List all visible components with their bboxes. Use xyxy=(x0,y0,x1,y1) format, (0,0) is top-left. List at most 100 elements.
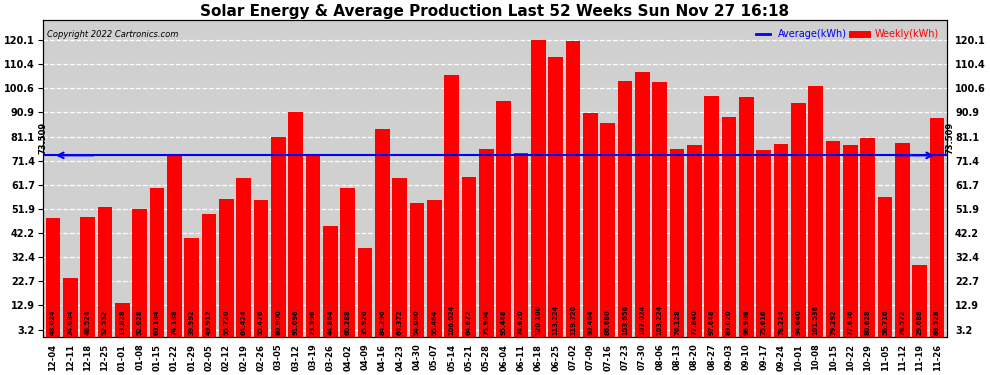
Text: 64.372: 64.372 xyxy=(397,309,403,335)
Bar xyxy=(895,143,910,338)
Bar xyxy=(635,72,649,338)
Legend: Average(kWh), Weekly(kWh): Average(kWh), Weekly(kWh) xyxy=(752,25,942,43)
Text: 96.908: 96.908 xyxy=(743,309,749,335)
Text: 101.536: 101.536 xyxy=(813,305,819,335)
Text: 107.024: 107.024 xyxy=(640,305,645,335)
Text: 73.509: 73.509 xyxy=(945,122,954,154)
Bar xyxy=(773,144,788,338)
Text: 60.288: 60.288 xyxy=(345,309,350,335)
Bar xyxy=(878,197,892,338)
Bar xyxy=(565,41,580,338)
Text: 13.828: 13.828 xyxy=(120,309,126,335)
Bar xyxy=(514,153,529,338)
Text: 95.448: 95.448 xyxy=(501,309,507,335)
Text: 113.224: 113.224 xyxy=(552,305,558,335)
Bar xyxy=(271,137,286,338)
Bar xyxy=(133,209,147,338)
Bar xyxy=(652,82,667,338)
Text: 78.224: 78.224 xyxy=(778,309,784,335)
Text: 79.292: 79.292 xyxy=(830,309,836,335)
Bar xyxy=(46,219,60,338)
Bar xyxy=(219,200,234,338)
Bar xyxy=(860,138,875,338)
Text: 77.840: 77.840 xyxy=(691,309,697,335)
Text: 73.596: 73.596 xyxy=(310,309,316,335)
Bar xyxy=(445,75,459,338)
Text: 106.024: 106.024 xyxy=(448,305,454,335)
Bar xyxy=(479,149,494,338)
Text: 89.020: 89.020 xyxy=(726,309,732,335)
Bar xyxy=(618,81,633,338)
Bar xyxy=(341,188,355,338)
Bar xyxy=(930,118,944,338)
Bar xyxy=(739,98,753,338)
Text: 48.524: 48.524 xyxy=(84,309,91,335)
Bar xyxy=(253,200,268,338)
Bar xyxy=(202,214,217,338)
Text: 54.080: 54.080 xyxy=(414,309,420,335)
Text: 80.628: 80.628 xyxy=(864,309,870,335)
Text: 64.424: 64.424 xyxy=(241,309,247,335)
Text: 44.864: 44.864 xyxy=(328,309,334,335)
Text: 35.920: 35.920 xyxy=(362,309,368,335)
Bar xyxy=(149,188,164,338)
Text: 74.188: 74.188 xyxy=(171,309,177,335)
Bar xyxy=(167,154,182,338)
Bar xyxy=(98,207,112,338)
Bar xyxy=(461,177,476,338)
Text: 39.992: 39.992 xyxy=(189,309,195,335)
Text: 74.620: 74.620 xyxy=(518,309,524,335)
Bar xyxy=(306,155,321,338)
Text: 119.720: 119.720 xyxy=(570,305,576,335)
Text: 77.636: 77.636 xyxy=(847,309,853,335)
Bar xyxy=(237,178,251,338)
Bar xyxy=(600,123,615,338)
Text: 48.024: 48.024 xyxy=(50,309,56,335)
Bar xyxy=(669,149,684,338)
Bar xyxy=(687,145,702,338)
Bar xyxy=(548,57,563,338)
Bar xyxy=(392,178,407,338)
Bar xyxy=(583,113,598,338)
Text: 76.128: 76.128 xyxy=(674,309,680,335)
Text: 91.096: 91.096 xyxy=(293,309,299,335)
Text: 29.088: 29.088 xyxy=(917,309,923,335)
Bar xyxy=(843,145,857,338)
Text: 94.640: 94.640 xyxy=(795,309,801,335)
Text: 24.084: 24.084 xyxy=(67,309,73,335)
Text: 75.904: 75.904 xyxy=(483,309,489,335)
Bar xyxy=(496,101,511,338)
Bar xyxy=(756,150,771,338)
Bar xyxy=(115,303,130,338)
Title: Solar Energy & Average Production Last 52 Weeks Sun Nov 27 16:18: Solar Energy & Average Production Last 5… xyxy=(200,4,790,19)
Text: 52.552: 52.552 xyxy=(102,310,108,335)
Bar xyxy=(427,200,442,338)
Text: 103.224: 103.224 xyxy=(656,305,662,335)
Text: 80.900: 80.900 xyxy=(275,309,281,335)
Bar xyxy=(826,141,841,338)
Bar xyxy=(184,238,199,338)
Text: 120.100: 120.100 xyxy=(536,305,542,335)
Text: 103.656: 103.656 xyxy=(622,305,628,335)
Bar xyxy=(288,112,303,338)
Text: Copyright 2022 Cartronics.com: Copyright 2022 Cartronics.com xyxy=(48,30,178,39)
Bar xyxy=(357,249,372,338)
Text: 49.912: 49.912 xyxy=(206,309,212,335)
Text: 64.672: 64.672 xyxy=(466,309,472,335)
Bar xyxy=(323,226,338,338)
Text: 55.720: 55.720 xyxy=(224,310,230,335)
Bar xyxy=(913,266,927,338)
Bar xyxy=(80,217,95,338)
Bar xyxy=(722,117,737,338)
Text: 88.528: 88.528 xyxy=(934,309,940,335)
Bar xyxy=(704,96,719,338)
Text: 90.464: 90.464 xyxy=(587,309,593,335)
Text: 78.572: 78.572 xyxy=(899,309,906,335)
Bar xyxy=(531,40,545,338)
Text: 73.509: 73.509 xyxy=(39,122,48,154)
Text: 56.716: 56.716 xyxy=(882,309,888,335)
Text: 52.028: 52.028 xyxy=(137,309,143,335)
Bar xyxy=(791,103,806,338)
Text: 60.184: 60.184 xyxy=(154,309,160,335)
Bar xyxy=(410,204,425,338)
